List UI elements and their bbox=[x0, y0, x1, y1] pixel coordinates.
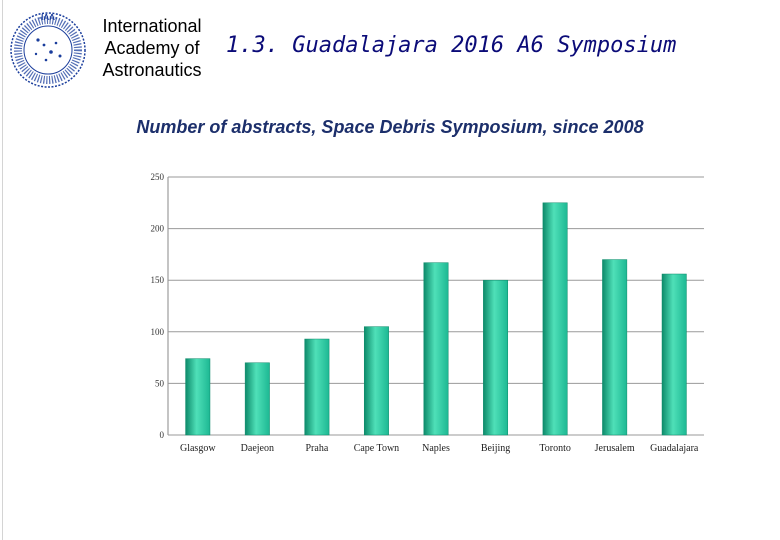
y-tick-label: 50 bbox=[155, 378, 165, 388]
x-tick-label: Praha bbox=[305, 443, 328, 454]
x-tick-label: Toronto bbox=[539, 443, 571, 454]
x-tick-label: Jerusalem bbox=[595, 443, 635, 454]
bar bbox=[363, 326, 389, 436]
y-tick-label: 150 bbox=[151, 275, 165, 285]
y-tick-label: 250 bbox=[151, 172, 165, 182]
bar bbox=[602, 259, 628, 436]
organization-name-line: Astronautics bbox=[102, 60, 202, 80]
organization-name: International Academy of Astronautics bbox=[92, 15, 212, 81]
organization-name-line: Academy of bbox=[104, 38, 200, 58]
organization-name-line: International bbox=[102, 16, 202, 36]
chart-title: Number of abstracts, Space Debris Sympos… bbox=[136, 117, 644, 137]
slide-title: 1.3. Guadalajara 2016 A6 Symposium bbox=[226, 33, 677, 58]
bar bbox=[244, 362, 270, 436]
x-tick-label: Guadalajara bbox=[650, 443, 699, 454]
iaa-logo: -IAA- bbox=[8, 10, 88, 90]
y-tick-label: 100 bbox=[151, 327, 165, 337]
bar bbox=[423, 262, 449, 436]
y-tick-label: 200 bbox=[151, 224, 165, 234]
x-tick-label: Beijing bbox=[481, 443, 510, 454]
bar bbox=[661, 273, 687, 436]
x-tick-label: Glasgow bbox=[180, 443, 216, 454]
x-tick-label: Daejeon bbox=[241, 443, 274, 454]
y-tick-label: 0 bbox=[160, 430, 165, 440]
iaa-logo-icon: -IAA- bbox=[10, 12, 86, 88]
x-tick-label: Cape Town bbox=[354, 443, 400, 454]
bar bbox=[185, 358, 211, 436]
logo-text: -IAA- bbox=[38, 13, 57, 22]
bar bbox=[483, 279, 509, 436]
x-tick-label: Naples bbox=[422, 443, 450, 454]
slide-left-border bbox=[2, 0, 3, 540]
bar bbox=[304, 338, 330, 436]
bar bbox=[542, 202, 568, 436]
